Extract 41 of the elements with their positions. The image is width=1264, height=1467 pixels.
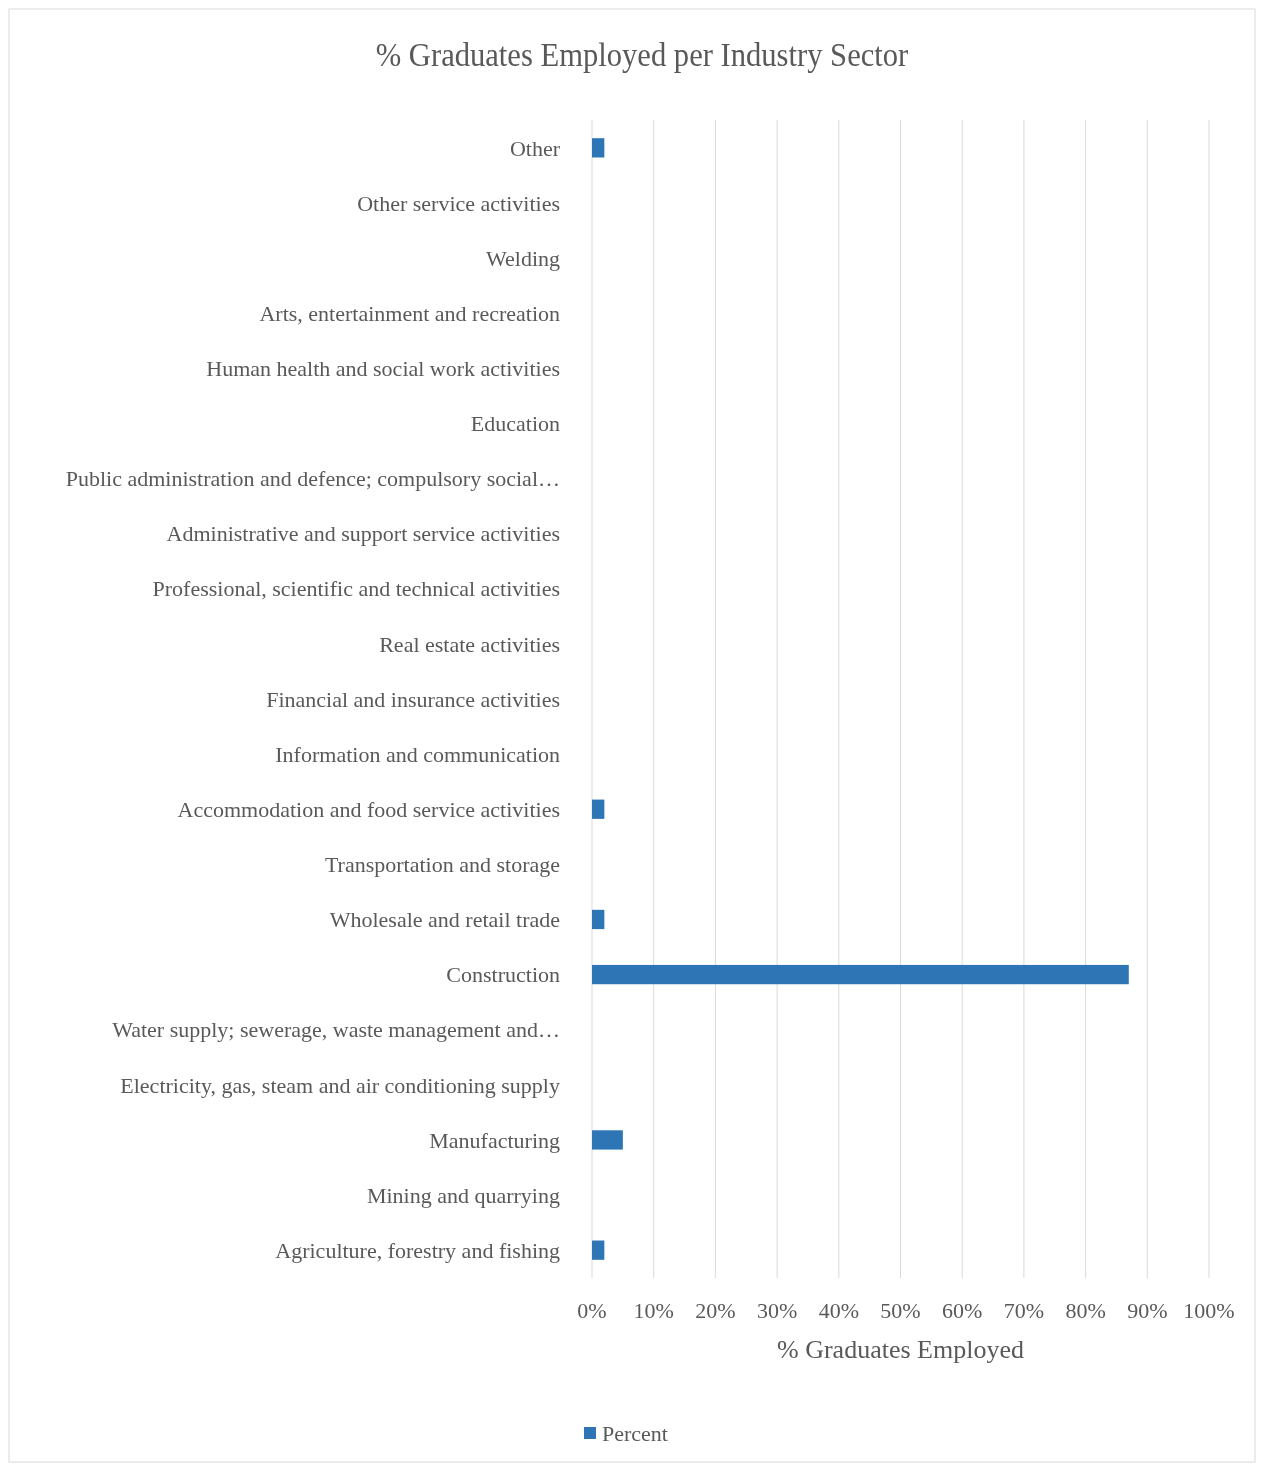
- x-tick-label: 100%: [1183, 1298, 1235, 1323]
- x-tick-label: 90%: [1127, 1298, 1168, 1323]
- y-tick-label: Administrative and support service activities: [166, 521, 560, 547]
- y-tick-label: Wholesale and retail trade: [329, 907, 560, 933]
- y-tick-label: Accommodation and food service activities: [177, 796, 560, 822]
- y-tick-label: Electricity, gas, steam and air conditioning supply: [120, 1072, 560, 1098]
- bar: [592, 138, 605, 158]
- bar: [592, 799, 605, 819]
- bar: [592, 964, 1129, 985]
- y-tick-label: Human health and social work activities: [206, 356, 560, 381]
- y-tick-label: Other: [509, 135, 561, 161]
- x-tick-label: 50%: [880, 1298, 921, 1323]
- y-tick-label: Transportation and storage: [324, 852, 560, 878]
- bar: [592, 1130, 623, 1150]
- y-tick-label: Mining and quarrying: [366, 1182, 560, 1208]
- x-tick-label: 0%: [577, 1298, 607, 1323]
- y-tick-label: Information and communication: [275, 741, 560, 767]
- x-tick-label: 60%: [942, 1298, 983, 1323]
- y-tick-label: Professional, scientific and technical activities: [152, 576, 560, 602]
- x-tick-label: 40%: [818, 1298, 859, 1323]
- y-tick-label: Construction: [446, 962, 560, 988]
- y-tick-label: Education: [470, 411, 560, 437]
- x-tick-label: 20%: [695, 1298, 736, 1323]
- x-tick-label: 10%: [633, 1298, 674, 1323]
- bar: [592, 909, 605, 930]
- y-tick-label: Real estate activities: [379, 631, 560, 657]
- y-tick-label: Other service activities: [357, 190, 560, 216]
- y-tick-label: Water supply; sewerage, waste management and…: [112, 1017, 560, 1043]
- y-tick-label: Arts, entertainment and recreation: [259, 300, 560, 326]
- legend-label: Percent: [602, 1420, 668, 1446]
- x-tick-label: 80%: [1065, 1298, 1106, 1323]
- bar: [592, 1240, 605, 1260]
- y-tick-label: Public administration and defence; compulsory social…: [65, 466, 560, 492]
- x-tick-label: 30%: [756, 1298, 798, 1323]
- x-axis-title: % Graduates Employed: [777, 1335, 1024, 1364]
- y-tick-label: Financial and insurance activities: [266, 686, 560, 712]
- x-tick-label: 70%: [1003, 1298, 1045, 1323]
- chart-title: % Graduates Employed per Industry Sector: [375, 35, 909, 74]
- y-tick-label: Agriculture, forestry and fishing: [275, 1237, 560, 1263]
- y-tick-label: Manufacturing: [429, 1127, 560, 1153]
- y-tick-label: Welding: [486, 245, 560, 271]
